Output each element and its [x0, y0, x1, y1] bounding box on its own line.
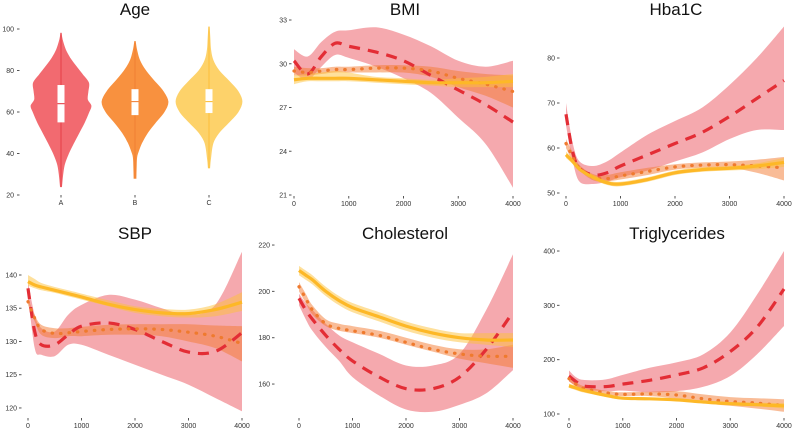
y-tick-label: 100 [543, 411, 555, 418]
series-line-C [564, 153, 785, 186]
panel-title: Cholesterol [362, 224, 448, 243]
y-tick-label: 27 [279, 105, 287, 112]
y-tick-label: 220 [258, 243, 270, 250]
x-tick-label: 3000 [450, 201, 466, 208]
ci-band-A [566, 26, 784, 185]
panel-title: Triglycerides [629, 224, 725, 243]
x-tick-label: 2000 [398, 423, 414, 430]
x-tick-label: 4000 [505, 423, 521, 430]
x-tick-label: 1000 [613, 201, 629, 208]
series-line-A [292, 41, 514, 124]
series-line-B [297, 285, 515, 358]
y-tick-label: 200 [258, 289, 270, 296]
y-tick-label: 24 [279, 149, 287, 156]
x-tick-label: 3000 [722, 201, 738, 208]
x-tick-label: 0 [292, 201, 296, 208]
series-line-A [26, 288, 243, 356]
y-tick-label: 60 [6, 110, 14, 117]
panel-cholesterol: Cholesterol 160 180 200 220 0 1000 2000 3000 4000 [258, 224, 521, 430]
y-tick-label: 70 [547, 101, 555, 108]
y-tick-label: 125 [5, 372, 17, 379]
y-tick-label: 40 [6, 151, 14, 158]
panel-title: Age [120, 0, 150, 19]
x-tick-label: 1000 [615, 423, 631, 430]
series-line-B [26, 300, 244, 346]
y-tick-label: 120 [5, 405, 17, 412]
x-tick-label: 0 [564, 201, 568, 208]
x-tick-label: 3000 [452, 423, 468, 430]
y-tick-label: 300 [543, 303, 555, 310]
x-tick-label: C [206, 200, 211, 207]
series-line-B [567, 377, 786, 408]
ci-band-A [299, 254, 513, 413]
x-tick-label: 4000 [234, 423, 250, 430]
x-tick-label: 4000 [776, 201, 792, 208]
y-tick-label: 60 [547, 146, 555, 153]
y-tick-label: 80 [6, 68, 14, 75]
series-line-C [298, 269, 514, 342]
y-tick-label: 160 [258, 382, 270, 389]
panel-age: Age 20 40 60 80 100 A B C [2, 0, 243, 207]
series-line-A [564, 79, 785, 177]
ci-band-A [569, 251, 784, 393]
violin-box [131, 89, 139, 116]
x-tick-label: 2000 [667, 201, 683, 208]
panel-title: SBP [118, 224, 152, 243]
y-tick-label: 135 [5, 306, 17, 313]
y-tick-label: 20 [6, 193, 14, 200]
y-tick-label: 140 [5, 272, 17, 279]
x-tick-label: 4000 [776, 423, 792, 430]
x-tick-label: 3000 [722, 423, 738, 430]
y-tick-label: 30 [279, 61, 287, 68]
panel-hba1c: Hba1C 50 60 70 80 0 1000 2000 3000 4000 [547, 0, 792, 208]
y-tick-label: 400 [543, 249, 555, 256]
x-tick-label: A [59, 200, 64, 207]
series-line-A [297, 297, 515, 392]
panel-sbp: SBP 120 125 130 135 140 0 1000 2000 3000 4000 [5, 224, 250, 430]
x-tick-label: 2000 [669, 423, 685, 430]
panel-bmi: BMI 21 24 27 30 33 0 1000 2000 3000 4000 [279, 0, 521, 208]
x-tick-label: 0 [26, 423, 30, 430]
x-tick-label: 2000 [396, 201, 412, 208]
series-line-A [567, 288, 786, 389]
x-tick-label: 2000 [127, 423, 143, 430]
x-tick-label: 1000 [74, 423, 90, 430]
ci-band-A [294, 27, 513, 188]
x-tick-label: 0 [567, 423, 571, 430]
series-line-C [568, 384, 785, 408]
series-line-C [27, 280, 243, 316]
x-tick-label: 1000 [345, 423, 361, 430]
violin-box [205, 89, 213, 114]
x-tick-label: 3000 [181, 423, 197, 430]
y-tick-label: 130 [5, 339, 17, 346]
ci-band-B [299, 282, 513, 368]
y-tick-label: 180 [258, 335, 270, 342]
y-tick-label: 80 [547, 56, 555, 63]
panel-title: Hba1C [650, 0, 703, 19]
x-tick-label: 0 [297, 423, 301, 430]
y-tick-label: 21 [279, 193, 287, 200]
y-tick-label: 200 [543, 357, 555, 364]
ci-band-B [294, 65, 513, 108]
x-tick-label: 4000 [505, 201, 521, 208]
x-tick-label: 1000 [341, 201, 357, 208]
y-tick-label: 100 [2, 27, 14, 34]
series-line-C [293, 76, 514, 85]
y-tick-label: 33 [279, 18, 287, 25]
y-tick-label: 50 [547, 191, 555, 198]
panel-title: BMI [390, 0, 420, 19]
x-tick-label: B [133, 200, 138, 207]
